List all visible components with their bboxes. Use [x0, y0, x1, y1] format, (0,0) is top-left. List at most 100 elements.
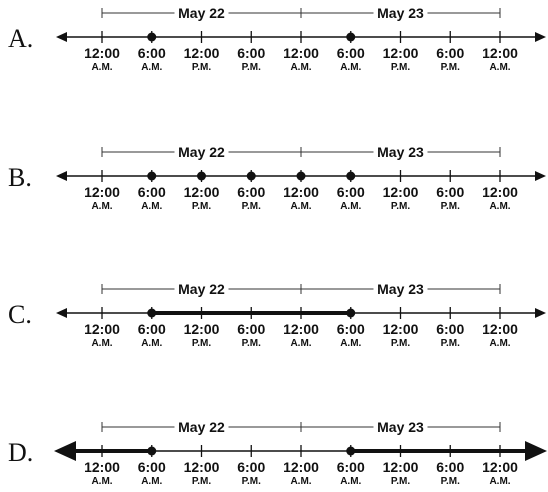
tick-period-label: A.M.	[91, 201, 112, 212]
tick-time-label: 12:00	[184, 459, 220, 475]
date-range-bracket: May 23	[300, 419, 501, 435]
option-letter: A.	[8, 24, 33, 53]
tick-time-label: 12:00	[184, 184, 220, 200]
plotted-point	[147, 308, 157, 318]
tick-period-label: A.M.	[290, 201, 311, 212]
plotted-point	[346, 446, 356, 456]
tick-period-label: P.M.	[242, 476, 261, 487]
tick-period-label: A.M.	[91, 62, 112, 73]
axis-arrow-right	[535, 308, 546, 318]
tick-period-label: A.M.	[340, 476, 361, 487]
tick-period-label: P.M.	[192, 62, 211, 73]
tick-time-label: 6:00	[337, 459, 365, 475]
tick-period-label: A.M.	[340, 201, 361, 212]
tick-period-label: A.M.	[141, 338, 162, 349]
tick-time-label: 12:00	[84, 459, 120, 475]
tick-period-label: P.M.	[441, 338, 460, 349]
plotted-point	[246, 171, 256, 181]
date-range-label: May 22	[178, 419, 225, 435]
date-range-label: May 22	[178, 144, 225, 160]
tick-time-label: 12:00	[482, 321, 518, 337]
tick-time-label: 12:00	[482, 45, 518, 61]
option-letter: D.	[8, 438, 33, 467]
tick-period-label: A.M.	[290, 476, 311, 487]
tick-period-label: P.M.	[192, 201, 211, 212]
plotted-point	[147, 32, 157, 42]
plotted-point	[197, 171, 206, 181]
tick-time-label: 12:00	[383, 45, 419, 61]
date-range-label: May 22	[178, 5, 225, 21]
tick-period-label: A.M.	[489, 62, 510, 73]
tick-period-label: A.M.	[91, 338, 112, 349]
tick-time-label: 12:00	[184, 45, 220, 61]
tick-time-label: 12:00	[283, 184, 319, 200]
option-letter: C.	[8, 300, 32, 329]
tick-period-label: P.M.	[391, 201, 410, 212]
axis-arrow-left	[56, 32, 67, 42]
tick-time-label: 12:00	[84, 321, 120, 337]
tick-time-label: 6:00	[337, 321, 365, 337]
plotted-point	[296, 171, 306, 181]
tick-time-label: 12:00	[482, 459, 518, 475]
tick-period-label: A.M.	[141, 201, 162, 212]
tick-period-label: A.M.	[141, 62, 162, 73]
tick-time-label: 12:00	[383, 459, 419, 475]
tick-time-label: 6:00	[237, 321, 265, 337]
option-2: C.May 22 May 2312:00A.M.6:00A.M.12:00P.M.…	[8, 281, 546, 349]
date-range-bracket: May 23	[300, 144, 501, 160]
tick-period-label: P.M.	[391, 338, 410, 349]
tick-time-label: 12:00	[383, 184, 419, 200]
tick-time-label: 12:00	[84, 45, 120, 61]
axis-arrow-right	[535, 32, 546, 42]
tick-period-label: P.M.	[242, 62, 261, 73]
plotted-point	[147, 171, 157, 181]
date-range-bracket: May 22	[101, 281, 302, 297]
option-0: A.May 22 May 2312:00A.M.6:00A.M.12:00P.M.…	[8, 5, 546, 73]
tick-time-label: 6:00	[436, 184, 464, 200]
axis-arrow-left	[56, 308, 67, 318]
date-range-label: May 23	[377, 419, 424, 435]
tick-period-label: P.M.	[441, 201, 460, 212]
ray-arrow-right	[525, 441, 547, 461]
tick-time-label: 12:00	[283, 321, 319, 337]
plotted-point	[147, 446, 157, 456]
tick-period-label: A.M.	[141, 476, 162, 487]
tick-period-label: A.M.	[489, 338, 510, 349]
tick-time-label: 6:00	[337, 184, 365, 200]
plotted-point	[346, 308, 356, 318]
tick-time-label: 6:00	[138, 459, 166, 475]
tick-period-label: A.M.	[340, 62, 361, 73]
axis-arrow-left	[56, 171, 67, 181]
date-range-bracket: May 22	[101, 5, 302, 21]
tick-time-label: 6:00	[436, 45, 464, 61]
tick-period-label: P.M.	[192, 476, 211, 487]
option-1: B.May 22 May 2312:00A.M.6:00A.M.12:00P.M.…	[8, 144, 546, 212]
date-range-label: May 23	[377, 5, 424, 21]
tick-time-label: 12:00	[283, 45, 319, 61]
date-range-label: May 23	[377, 144, 424, 160]
date-range-bracket: May 23	[300, 5, 501, 21]
date-range-bracket: May 23	[300, 281, 501, 297]
tick-time-label: 12:00	[482, 184, 518, 200]
option-3: D.May 22 May 2312:00A.M.6:00A.M.12:00P.M.…	[8, 419, 547, 487]
tick-period-label: A.M.	[91, 476, 112, 487]
tick-time-label: 6:00	[436, 459, 464, 475]
tick-period-label: P.M.	[242, 338, 261, 349]
date-range-bracket: May 22	[101, 144, 302, 160]
tick-time-label: 12:00	[184, 321, 220, 337]
date-range-bracket: May 22	[101, 419, 302, 435]
plotted-point	[346, 171, 356, 181]
tick-time-label: 6:00	[138, 45, 166, 61]
tick-time-label: 6:00	[237, 459, 265, 475]
tick-period-label: A.M.	[290, 62, 311, 73]
tick-period-label: P.M.	[441, 476, 460, 487]
tick-period-label: A.M.	[489, 201, 510, 212]
tick-time-label: 6:00	[138, 184, 166, 200]
ray-arrow-left	[54, 441, 76, 461]
tick-time-label: 6:00	[337, 45, 365, 61]
tick-period-label: A.M.	[340, 338, 361, 349]
tick-time-label: 6:00	[436, 321, 464, 337]
plotted-point	[346, 32, 356, 42]
tick-period-label: A.M.	[489, 476, 510, 487]
date-range-label: May 22	[178, 281, 225, 297]
